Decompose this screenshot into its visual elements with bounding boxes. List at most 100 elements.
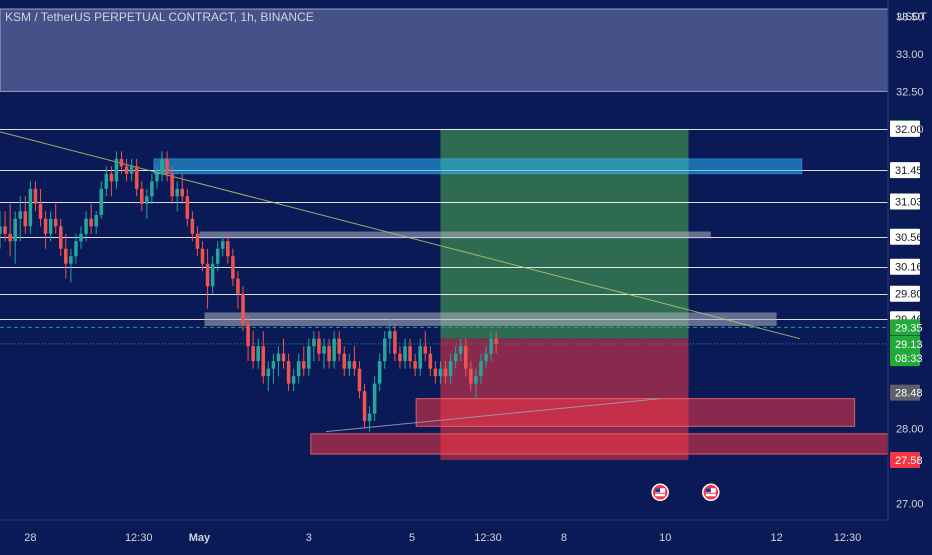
- price-marker: 27.58: [890, 452, 923, 469]
- time-tick-label: 12:30: [474, 532, 502, 544]
- economic-event-icon[interactable]: [702, 483, 720, 502]
- time-tick-label: May: [189, 532, 211, 544]
- zone-resistance-1[interactable]: [153, 158, 803, 175]
- candle-body: [453, 353, 458, 362]
- price-marker-label: 08:33: [895, 353, 923, 365]
- candle: [170, 166, 174, 204]
- time-tick-label: 12: [770, 532, 782, 544]
- candle: [64, 233, 68, 279]
- candle-body: [160, 158, 164, 174]
- price-tick-label: 27.00: [896, 499, 924, 511]
- candle: [423, 331, 428, 362]
- candle: [357, 361, 362, 399]
- time-tick-label: 3: [306, 532, 312, 544]
- candle-body: [479, 361, 483, 377]
- candle: [388, 319, 392, 354]
- price-marker-box: [890, 335, 920, 352]
- candle-body: [48, 218, 53, 234]
- candle: [124, 158, 129, 182]
- zone-demand-5[interactable]: [310, 433, 889, 455]
- candle: [195, 226, 200, 257]
- candle-body: [307, 346, 311, 369]
- candle: [48, 211, 53, 242]
- price-marker: 32.00: [890, 120, 923, 137]
- economic-event-icon[interactable]: [651, 483, 669, 502]
- candle-body: [33, 188, 38, 204]
- candle-body: [8, 233, 12, 242]
- candle: [433, 361, 438, 384]
- candle: [256, 338, 260, 369]
- price-marker: 29.35: [890, 319, 923, 336]
- price-marker-label: 30.16: [895, 262, 923, 274]
- candle: [215, 241, 220, 272]
- candle: [479, 353, 483, 384]
- trendline-1[interactable]: [325, 398, 661, 433]
- candle: [347, 353, 352, 377]
- candle: [281, 338, 286, 369]
- time-tick-label: 8: [561, 532, 567, 544]
- candle: [114, 151, 119, 189]
- candle-body: [119, 158, 124, 167]
- candle-body: [469, 368, 473, 384]
- price-marker-box: [890, 193, 920, 210]
- candle-body: [226, 241, 230, 257]
- price-marker: 29.13: [890, 335, 923, 352]
- candle-body: [246, 323, 250, 347]
- candle-body: [114, 158, 119, 182]
- candle: [236, 271, 240, 309]
- zone-level-2[interactable]: [199, 231, 711, 239]
- candle: [231, 248, 235, 287]
- events-layer[interactable]: [651, 483, 720, 502]
- candle: [220, 233, 225, 257]
- candle-body: [301, 361, 306, 369]
- candle-body: [489, 338, 493, 354]
- candle: [99, 181, 104, 219]
- candle: [286, 353, 291, 392]
- candle: [129, 158, 134, 182]
- candle: [8, 203, 12, 257]
- candle-body: [408, 346, 412, 362]
- candle: [469, 361, 473, 392]
- price-marker-box: [890, 452, 920, 469]
- candle: [226, 233, 230, 264]
- price-tick-label: 32.50: [896, 86, 924, 98]
- candle-body: [180, 188, 185, 197]
- candle: [79, 226, 83, 249]
- time-axis[interactable]: 28 12:30 May 3 5 12:30 8 10 12 12:30: [24, 532, 861, 544]
- candle: [317, 331, 321, 362]
- candle: [382, 331, 387, 369]
- candle-body: [104, 173, 109, 189]
- candle-body: [190, 218, 195, 234]
- candle: [150, 173, 154, 204]
- candle-body: [84, 218, 88, 234]
- candle: [0, 211, 2, 249]
- candle-body: [342, 353, 347, 369]
- candle: [312, 331, 316, 362]
- candle-body: [38, 203, 43, 219]
- price-marker-box: [890, 258, 920, 275]
- candle: [134, 158, 139, 197]
- zone-supply-0[interactable]: [0, 8, 889, 92]
- candle-body: [124, 166, 129, 174]
- price-marker: 08:33: [890, 350, 923, 367]
- candle-body: [484, 353, 488, 362]
- candle-body: [357, 368, 362, 392]
- candle-body: [134, 166, 139, 189]
- time-tick-label: 10: [659, 532, 671, 544]
- flag-canton: [705, 488, 711, 493]
- candle: [296, 353, 301, 384]
- candle: [53, 203, 58, 234]
- candle: [453, 346, 458, 369]
- candle: [489, 331, 493, 362]
- candle-body: [332, 338, 336, 362]
- candle: [367, 406, 372, 432]
- candle-body: [443, 368, 448, 377]
- zone-level-3[interactable]: [204, 312, 777, 326]
- candle: [332, 331, 336, 369]
- price-marker-label: 29.80: [895, 289, 923, 301]
- zone-demand-4[interactable]: [415, 398, 856, 427]
- candle: [484, 346, 488, 369]
- candle: [246, 316, 250, 362]
- candle-body: [458, 346, 463, 354]
